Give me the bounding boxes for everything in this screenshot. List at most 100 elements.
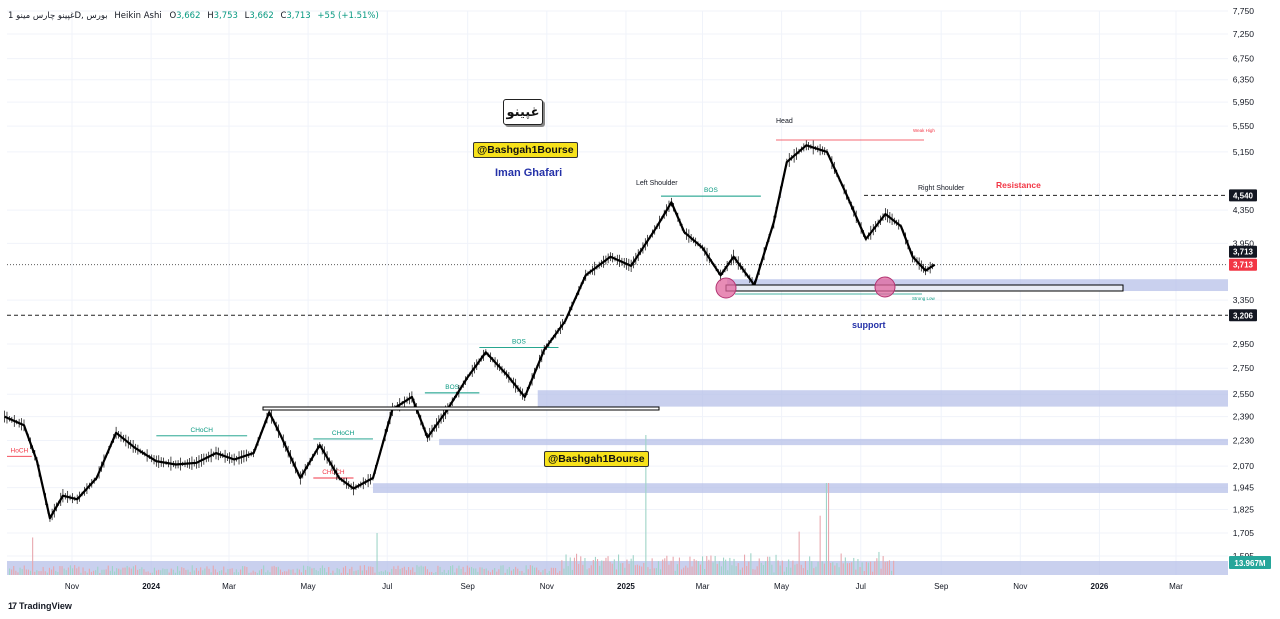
volume-bar bbox=[769, 556, 771, 575]
volume-bar bbox=[435, 572, 437, 575]
x-tick-label: 2025 bbox=[617, 582, 635, 591]
symbol-name[interactable]: 1 غپینو چارس مینو bbox=[8, 11, 75, 21]
price-label-box bbox=[1229, 189, 1257, 202]
volume-bar bbox=[468, 567, 470, 575]
volume-bar bbox=[882, 556, 884, 575]
volume-bar bbox=[481, 567, 483, 575]
volume-bar bbox=[317, 571, 319, 575]
volume-bar bbox=[15, 570, 17, 575]
timeframe[interactable]: D bbox=[74, 11, 82, 21]
volume-bar bbox=[57, 571, 59, 575]
volume-bar bbox=[250, 572, 252, 575]
volume-bar bbox=[118, 568, 120, 575]
y-tick-label: 1,825 bbox=[1233, 505, 1255, 515]
volume-bar bbox=[443, 569, 445, 575]
x-tick-label: Mar bbox=[222, 582, 236, 591]
volume-bar bbox=[672, 556, 674, 575]
volume-bar bbox=[212, 565, 214, 575]
volume-bar bbox=[433, 572, 435, 575]
volume-bar bbox=[179, 570, 181, 575]
volume-bar bbox=[569, 557, 571, 575]
volume-bar bbox=[699, 564, 701, 575]
volume-bar bbox=[30, 570, 32, 575]
volume-bar bbox=[731, 565, 733, 575]
volume-bar bbox=[823, 563, 825, 575]
volume-bar bbox=[735, 566, 737, 575]
volume-bar bbox=[429, 572, 431, 575]
volume-bar bbox=[53, 566, 55, 575]
volume-bar bbox=[592, 560, 594, 575]
volume-bar bbox=[613, 559, 615, 575]
volume-bar bbox=[97, 566, 99, 575]
volume-bar bbox=[294, 572, 296, 575]
volume-bar bbox=[681, 569, 683, 575]
volume-bar bbox=[219, 571, 221, 575]
volume-bar bbox=[821, 561, 823, 575]
volume-bar bbox=[63, 568, 65, 575]
price-axis[interactable]: 1,5951,7051,8251,9452,0702,2302,3902,550… bbox=[1233, 6, 1255, 561]
volume-bar bbox=[739, 569, 741, 575]
volume-bar bbox=[319, 568, 321, 575]
volume-bar bbox=[521, 570, 523, 575]
volume-bar bbox=[834, 565, 836, 575]
x-tick-label: Jul bbox=[382, 582, 392, 591]
volume-bar bbox=[714, 555, 716, 575]
x-tick-label: Nov bbox=[1013, 582, 1027, 591]
price-labels: 4,540 3,713 3,713 3,206 13.967M bbox=[1229, 189, 1271, 569]
volume-bar bbox=[775, 554, 777, 575]
volume-bar bbox=[807, 570, 809, 575]
y-tick-label: 2,550 bbox=[1233, 389, 1255, 399]
volume-bar bbox=[168, 572, 170, 575]
volume-bar bbox=[825, 483, 827, 575]
volume-bar bbox=[424, 566, 426, 575]
volume-bar bbox=[141, 567, 143, 575]
time-axis[interactable]: Nov 2024 Mar May Jul Sep Nov 2025 Mar May Jul Sep No… bbox=[65, 582, 1183, 591]
volume-bar bbox=[632, 555, 634, 575]
volume-bar bbox=[189, 571, 191, 575]
volume-bar bbox=[286, 571, 288, 575]
volume-bar bbox=[38, 571, 40, 575]
volume-bar bbox=[729, 557, 731, 575]
left-shoulder-label: Left Shoulder bbox=[636, 180, 678, 187]
y-tick-label: 2,750 bbox=[1233, 363, 1255, 373]
volume-bar bbox=[147, 571, 149, 575]
volume-bar bbox=[529, 565, 531, 575]
volume-bar bbox=[737, 563, 739, 575]
annotations: Weak High Head Left Shoulder Right Shoul… bbox=[262, 118, 1124, 411]
volume-bar bbox=[786, 567, 788, 575]
volume-bar bbox=[273, 565, 275, 575]
volume-bar bbox=[720, 566, 722, 575]
volume-bar bbox=[174, 572, 176, 575]
volume-bar bbox=[235, 569, 237, 575]
volume-bar bbox=[151, 572, 153, 575]
volume-bar bbox=[796, 563, 798, 575]
volume-bar bbox=[324, 567, 326, 575]
tradingview-brand[interactable]: 17 TradingView bbox=[8, 601, 72, 611]
volume-bar bbox=[800, 564, 802, 575]
volume-bar bbox=[412, 567, 414, 575]
volume-bar bbox=[527, 569, 529, 575]
volume-bar bbox=[296, 568, 298, 575]
volume-bar bbox=[502, 565, 504, 575]
volume-bar bbox=[615, 569, 617, 575]
x-tick-label: Sep bbox=[461, 582, 476, 591]
volume-bar bbox=[540, 572, 542, 575]
volume-bar bbox=[874, 561, 876, 575]
volume-bar bbox=[242, 566, 244, 575]
volume-bar bbox=[790, 567, 792, 575]
volume-bar bbox=[271, 566, 273, 575]
volume-bar bbox=[363, 565, 365, 575]
volume-bar bbox=[712, 562, 714, 575]
volume-bar bbox=[628, 563, 630, 575]
volume-bar bbox=[13, 565, 15, 575]
volume-bar bbox=[819, 515, 821, 575]
volume-bar bbox=[662, 559, 664, 575]
price-label-box bbox=[1229, 258, 1257, 271]
volume-bar bbox=[891, 570, 893, 575]
volume-bar bbox=[223, 566, 225, 575]
volume-bar bbox=[580, 556, 582, 575]
volume-bar bbox=[466, 565, 468, 575]
old-neckline-box bbox=[262, 406, 660, 411]
volume-bar bbox=[689, 556, 691, 575]
